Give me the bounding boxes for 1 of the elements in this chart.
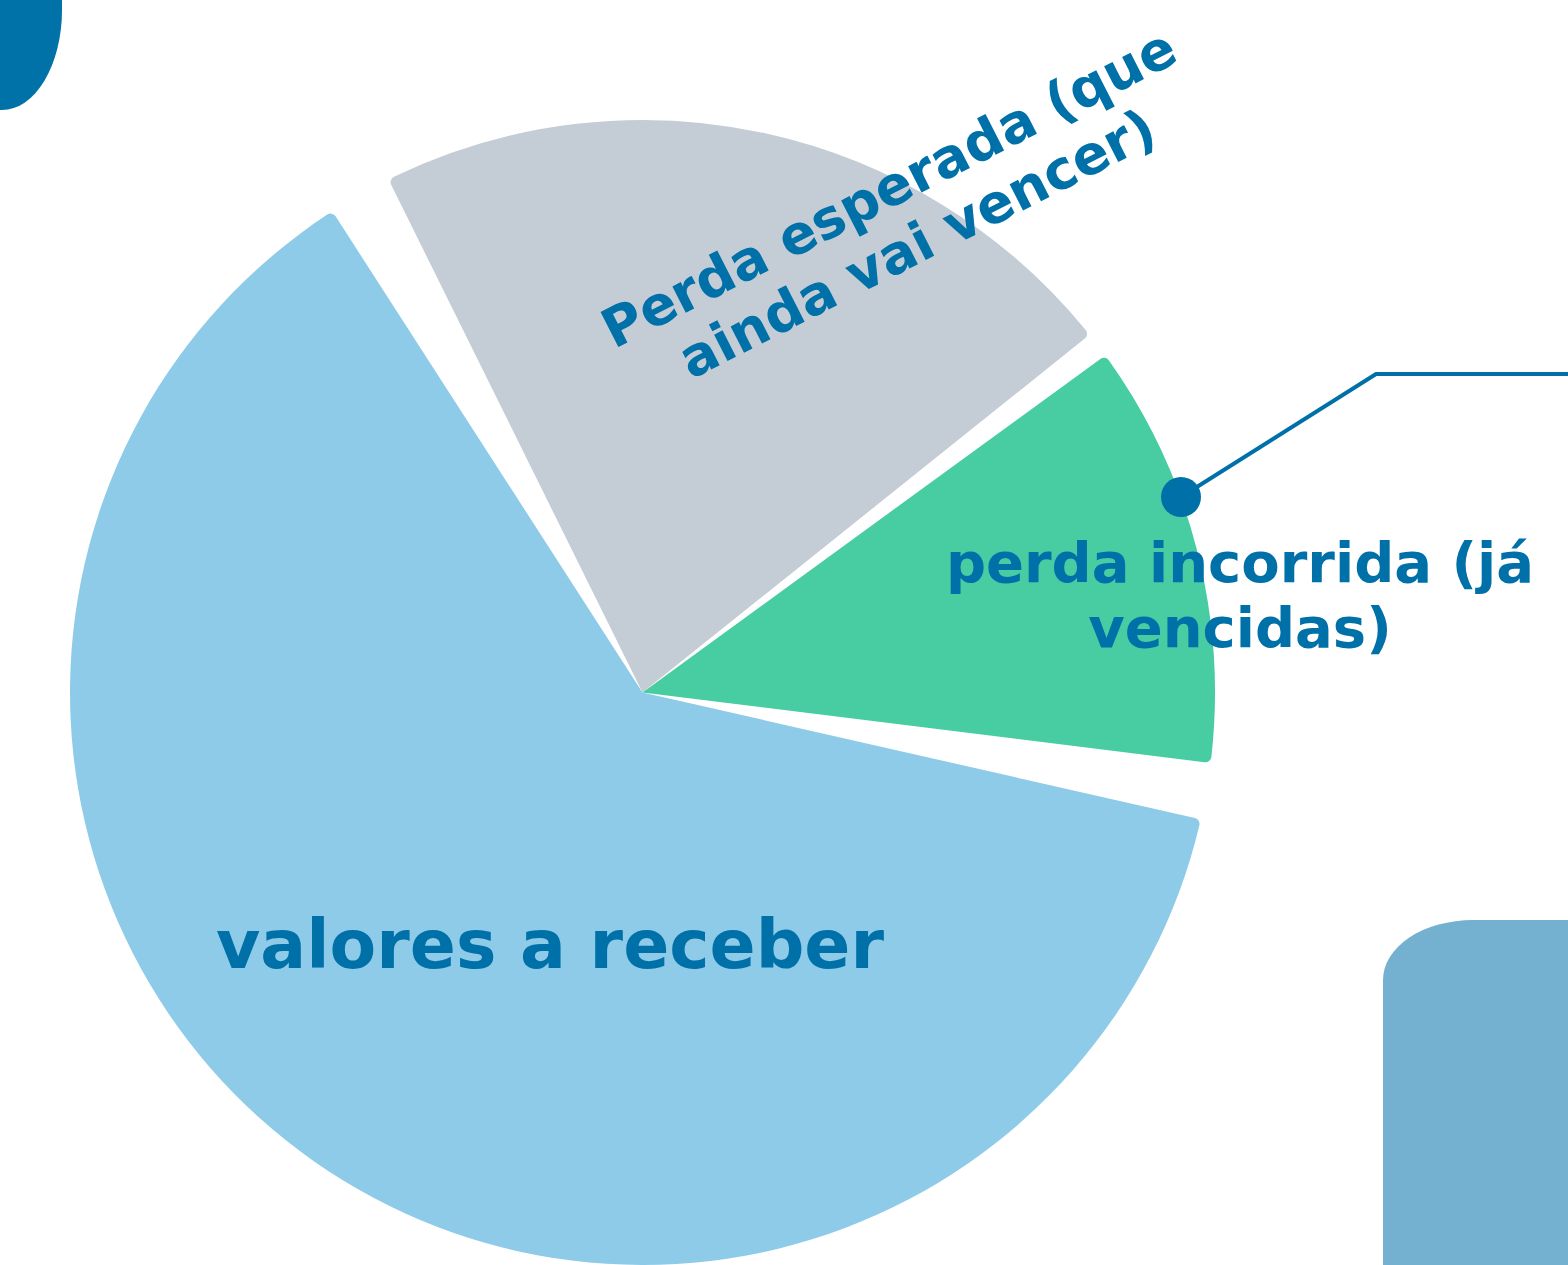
slice-label: valores a receber xyxy=(215,904,885,984)
